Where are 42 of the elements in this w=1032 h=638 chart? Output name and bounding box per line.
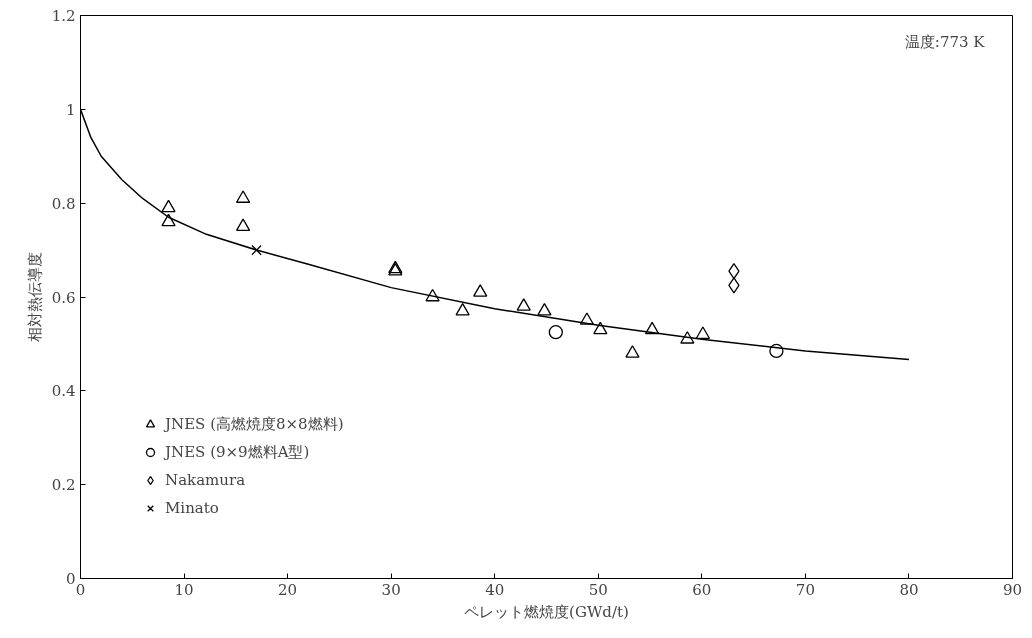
- point: [695, 326, 711, 339]
- y-tick-label: 0.8: [51, 194, 76, 213]
- y-tick-label: 1: [65, 100, 76, 119]
- point: [537, 302, 552, 316]
- x-tick-label: 80: [899, 580, 919, 599]
- legend-label: Nakamura: [165, 471, 246, 489]
- annotation: 温度:773 K: [904, 32, 986, 51]
- point: [548, 325, 563, 340]
- point: [235, 218, 251, 232]
- x-tick-label: 40: [485, 580, 505, 599]
- point: [644, 321, 660, 335]
- x-tick-label: 60: [692, 580, 712, 599]
- point: [161, 199, 176, 213]
- point: [593, 321, 608, 335]
- x-tick-label: 30: [381, 580, 401, 599]
- legend-label: JNES (9×9燃料A型): [165, 442, 310, 462]
- point: [251, 244, 262, 256]
- x-tick-label: 10: [174, 580, 194, 599]
- x-tick-label: 20: [278, 580, 298, 599]
- legend-label: Minato: [165, 499, 219, 517]
- x-tick-label: 50: [588, 580, 608, 599]
- point: [728, 277, 740, 294]
- x-axis-title: ペレット燃焼度(GWd/t): [464, 602, 629, 621]
- y-tick-label: 0.2: [51, 476, 76, 495]
- point: [161, 213, 176, 227]
- x-tick-label: 70: [795, 580, 815, 599]
- point: [769, 343, 784, 359]
- point: [680, 331, 695, 344]
- point: [473, 284, 488, 297]
- point: [455, 302, 470, 316]
- point: [235, 190, 251, 203]
- point: [516, 298, 531, 311]
- y-tick-label: 1.2: [51, 7, 76, 25]
- point: [625, 345, 640, 358]
- x-tick-label: 90: [1002, 580, 1023, 599]
- point: [728, 263, 740, 280]
- legend-label: JNES (高燃焼度8×8燃料): [165, 414, 344, 434]
- y-tick-label: 0.4: [51, 382, 76, 401]
- point: [579, 312, 595, 325]
- y-axis-title: 相対熱伝導度: [25, 252, 44, 342]
- point: [425, 288, 440, 302]
- y-tick-label: 0.6: [51, 288, 76, 307]
